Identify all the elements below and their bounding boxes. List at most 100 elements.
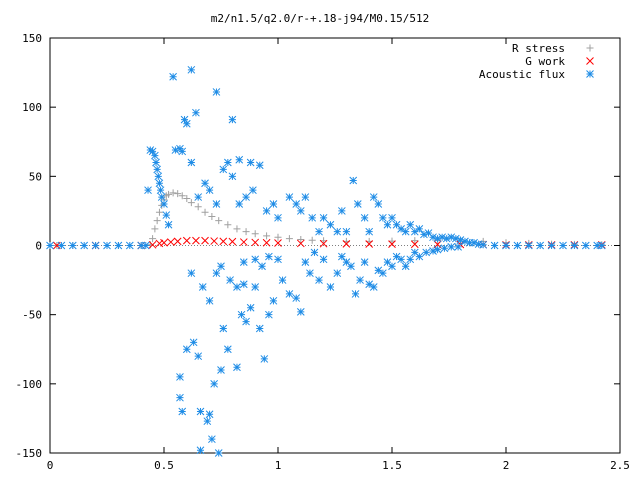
data-point [103, 241, 111, 250]
data-point [224, 221, 232, 229]
data-point [194, 203, 202, 211]
data-point [208, 212, 216, 220]
data-point [251, 255, 260, 264]
data-point [410, 240, 419, 249]
data-point [176, 393, 184, 402]
data-point [342, 227, 351, 236]
data-point [242, 228, 250, 236]
data-point [154, 172, 163, 181]
series-2 [46, 65, 606, 457]
data-point [447, 243, 456, 251]
data-point [374, 266, 383, 275]
data-point [422, 248, 431, 257]
data-point [383, 258, 392, 266]
data-point [171, 146, 180, 154]
data-point [46, 241, 54, 250]
data-point [205, 296, 214, 305]
data-point [388, 262, 396, 271]
data-point [597, 241, 606, 250]
data-point [365, 280, 374, 289]
data-point [160, 238, 168, 247]
data-point [255, 324, 264, 333]
data-point [337, 207, 346, 215]
legend-marker [586, 57, 594, 65]
data-point [440, 244, 449, 253]
data-point [251, 283, 260, 291]
data-point [164, 220, 173, 229]
data-point [262, 207, 271, 215]
data-point [356, 276, 364, 284]
data-point [333, 269, 342, 278]
y-tick-label: 100 [22, 101, 42, 114]
data-point [239, 280, 248, 289]
data-point [260, 355, 269, 363]
data-point [296, 308, 305, 316]
data-point [125, 241, 134, 250]
data-point [182, 236, 191, 245]
data-point [319, 213, 328, 222]
data-point [151, 225, 159, 233]
data-point [169, 189, 177, 197]
data-point [388, 237, 396, 245]
data-point [187, 158, 196, 167]
data-point [315, 276, 323, 284]
data-point [239, 238, 248, 246]
data-point [342, 258, 351, 266]
x-tick-label: 2 [503, 459, 510, 472]
data-point [296, 207, 305, 215]
data-point [353, 200, 362, 208]
data-point [490, 241, 499, 250]
data-point [292, 200, 301, 208]
data-point [223, 345, 232, 354]
axes: 0 0.5 1 1.5 2 2.5 -150 -100 -50 0 50 100 150 [16, 32, 630, 472]
data-point [319, 239, 328, 248]
data-point [228, 115, 237, 124]
data-point [114, 241, 123, 250]
data-point [265, 310, 273, 319]
data-point [68, 241, 77, 250]
data-point [401, 227, 410, 236]
data-point [217, 262, 225, 271]
data-point [166, 238, 175, 246]
data-point [226, 276, 234, 284]
data-point [465, 238, 474, 247]
x-tick-label: 1 [275, 459, 282, 472]
data-point [308, 213, 317, 222]
data-point [415, 225, 424, 233]
data-point [429, 233, 437, 242]
data-point [285, 235, 293, 243]
data-point [178, 192, 186, 200]
data-point [228, 172, 237, 181]
data-point [369, 193, 378, 201]
data-point [255, 161, 264, 170]
data-point [442, 234, 451, 243]
data-point [246, 303, 255, 312]
data-point [205, 186, 214, 195]
data-point [262, 238, 271, 247]
y-tick-label: -50 [22, 309, 42, 322]
data-point [208, 435, 216, 444]
data-point [217, 366, 225, 374]
data-point [169, 72, 177, 81]
data-point [144, 186, 152, 195]
data-point [269, 200, 278, 208]
data-point [479, 240, 488, 249]
data-point [192, 236, 200, 245]
legend-label: R stress [512, 42, 565, 55]
data-point [369, 283, 378, 291]
data-point [536, 241, 545, 250]
data-point [182, 119, 191, 128]
data-point [438, 233, 447, 242]
legend-marker [586, 44, 594, 52]
data-point [180, 115, 189, 124]
data-point [228, 237, 237, 246]
data-point [410, 227, 419, 236]
y-tick-label: -100 [16, 378, 43, 391]
data-point [155, 208, 163, 216]
data-point [388, 240, 396, 248]
data-point [157, 193, 166, 201]
data-point [374, 200, 383, 208]
data-point [215, 217, 223, 225]
data-point [301, 193, 310, 201]
